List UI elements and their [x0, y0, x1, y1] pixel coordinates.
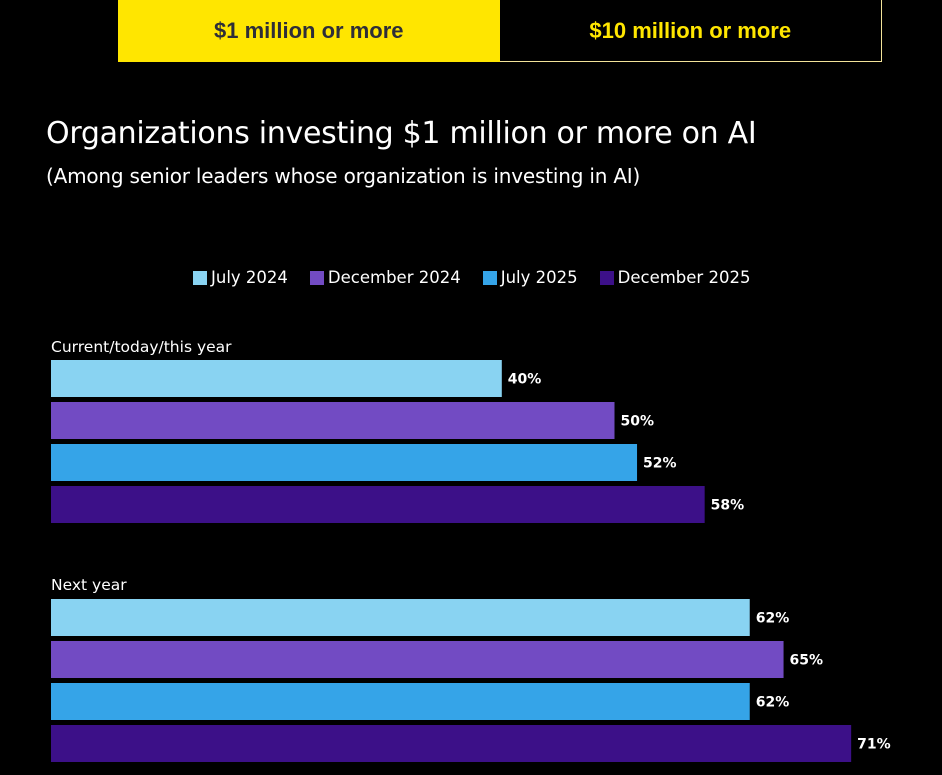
bar-value-label: 62%	[756, 695, 790, 711]
bar-value-label: 65%	[790, 653, 824, 669]
bar-value-label: 62%	[756, 611, 790, 627]
legend-swatch	[599, 270, 614, 285]
category-label-current: Current/today/this year	[51, 338, 232, 356]
legend-item-december-2025: December 2025	[599, 268, 751, 287]
bar-december-2024-next-year	[51, 641, 784, 678]
legend-label: December 2025	[617, 268, 751, 287]
bar-value-label: 58%	[711, 498, 745, 514]
tab-1-million[interactable]: $1 million or more	[118, 0, 500, 62]
bar-december-2025-current	[51, 486, 705, 523]
bar-december-2025-next-year	[51, 725, 852, 762]
bar-december-2024-current	[51, 402, 615, 439]
chart-title: Organizations investing $1 million or mo…	[46, 116, 757, 151]
legend-swatch	[482, 270, 497, 285]
legend: July 2024 December 2024 July 2025 Decemb…	[193, 268, 772, 287]
legend-label: December 2024	[327, 268, 461, 287]
bar-value-label: 50%	[621, 414, 655, 430]
bar-july-2024-current	[51, 360, 502, 397]
legend-label: July 2025	[500, 268, 578, 287]
bar-value-label: 40%	[508, 372, 542, 388]
legend-swatch	[309, 270, 324, 285]
legend-item-july-2025: July 2025	[482, 268, 578, 287]
chart-subtitle: (Among senior leaders whose organization…	[46, 164, 641, 188]
tab-10-million[interactable]: $10 million or more	[499, 0, 882, 62]
category-label-next-year: Next year	[51, 576, 127, 594]
legend-label: July 2024	[211, 268, 288, 287]
bar-value-label: 71%	[857, 737, 891, 753]
bar-july-2025-current	[51, 444, 638, 481]
legend-swatch	[193, 270, 207, 285]
legend-item-july-2024: July 2024	[193, 268, 288, 287]
bar-july-2024-next-year	[51, 599, 750, 636]
amount-tabs: $1 million or more $10 million or more	[118, 0, 882, 62]
bar-value-label: 52%	[643, 456, 677, 472]
legend-item-december-2024: December 2024	[309, 268, 461, 287]
bar-july-2025-next-year	[51, 683, 750, 720]
